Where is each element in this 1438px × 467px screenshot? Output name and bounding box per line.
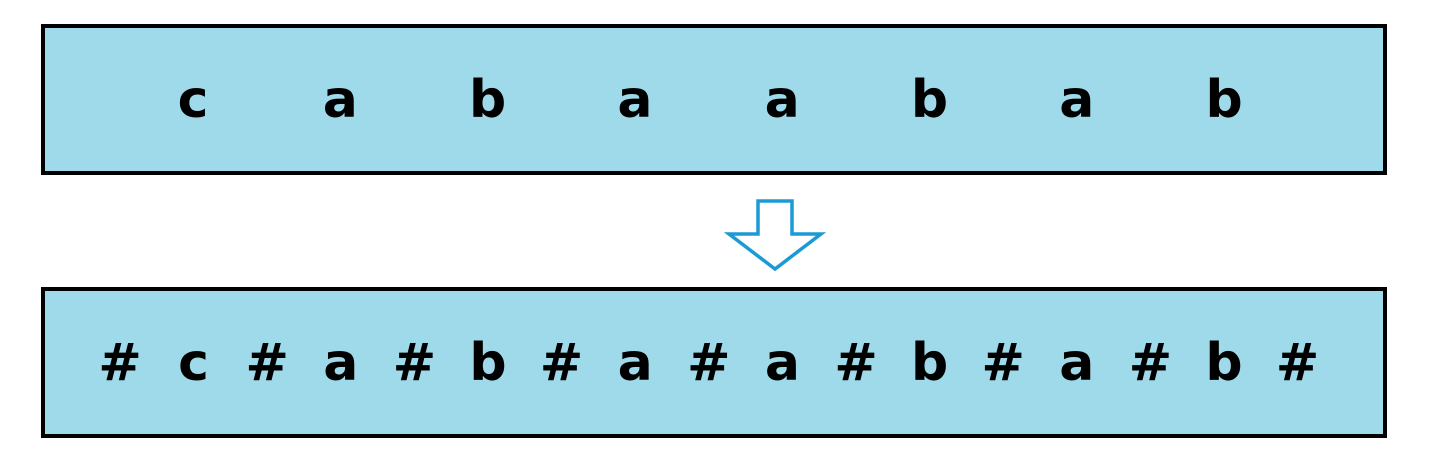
- original-char-8: b: [1205, 69, 1243, 130]
- separator-hash-3: #: [245, 332, 289, 393]
- separator-hash-17: #: [1275, 332, 1320, 393]
- transformed-char-12: b: [910, 332, 949, 393]
- original-char-4: a: [617, 69, 653, 130]
- separator-hash-5: #: [392, 332, 437, 393]
- original-char-3: b: [468, 69, 507, 130]
- original-char-1: c: [177, 69, 209, 130]
- separator-hash-1: #: [98, 332, 142, 393]
- transformed-char-14: a: [1059, 332, 1095, 393]
- transformed-char-16: b: [1205, 332, 1243, 393]
- transformed-char-6: b: [469, 332, 507, 393]
- separator-hash-15: #: [1128, 332, 1173, 393]
- transformed-char-8: a: [617, 332, 653, 393]
- separator-hash-11: #: [834, 332, 878, 393]
- down-arrow-icon: [723, 199, 827, 272]
- transformed-char-2: c: [178, 332, 210, 393]
- original-char-5: a: [764, 69, 800, 130]
- original-char-2: a: [322, 69, 358, 130]
- transformed-string-box: # c # a # b # a # a # b # a # b #: [41, 287, 1387, 438]
- transformed-char-4: a: [323, 332, 359, 393]
- original-char-7: a: [1059, 69, 1095, 130]
- separator-hash-13: #: [981, 332, 1025, 393]
- transformed-char-10: a: [764, 332, 800, 393]
- separator-hash-7: #: [539, 332, 584, 393]
- original-char-6: b: [910, 69, 949, 130]
- separator-hash-9: #: [687, 332, 731, 393]
- down-arrow-shape: [723, 199, 827, 272]
